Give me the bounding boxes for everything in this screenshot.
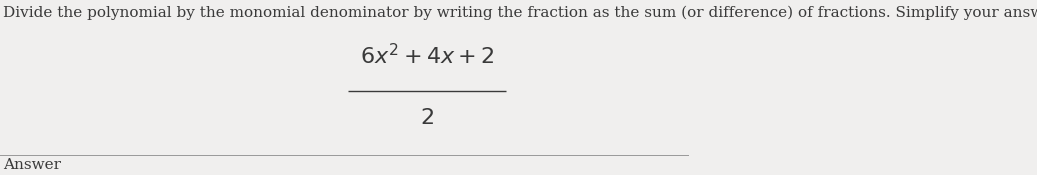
Text: Divide the polynomial by the monomial denominator by writing the fraction as the: Divide the polynomial by the monomial de… bbox=[3, 5, 1037, 20]
Text: Answer: Answer bbox=[3, 158, 61, 172]
Text: $2$: $2$ bbox=[420, 107, 435, 128]
Text: $6x^2 + 4x + 2$: $6x^2 + 4x + 2$ bbox=[360, 44, 495, 69]
